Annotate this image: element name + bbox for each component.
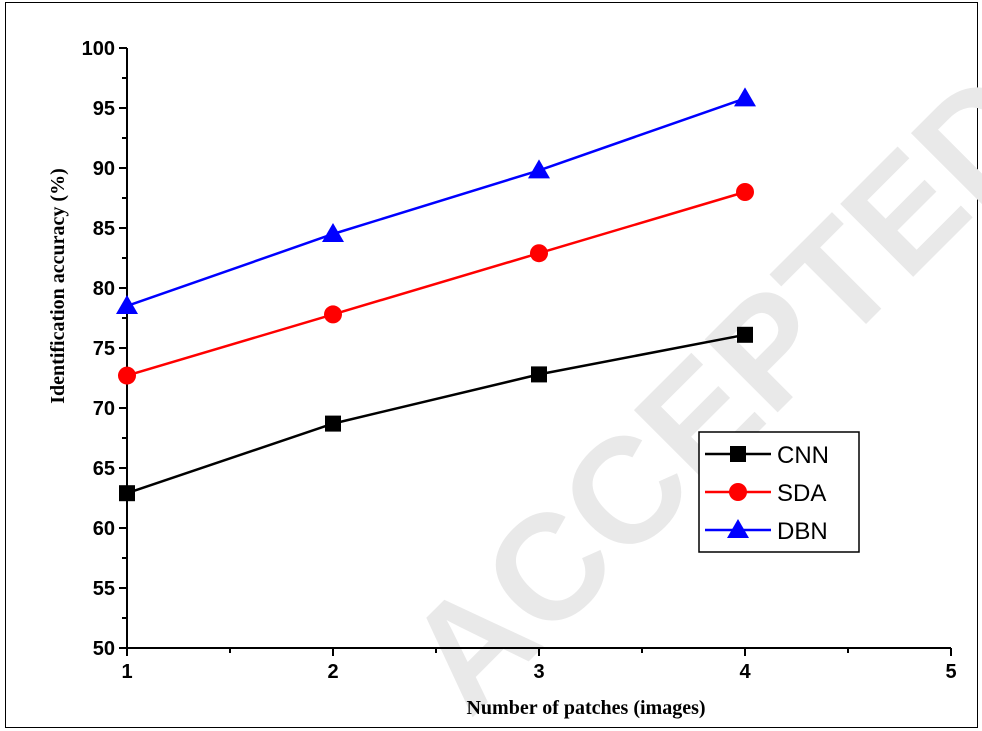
legend: CNN SDA DBN xyxy=(698,431,860,553)
x-axis-title: Number of patches (images) xyxy=(466,697,705,719)
x-tick-label: 1 xyxy=(121,661,132,683)
legend-marker-sda xyxy=(729,483,747,501)
axes: 50 55 60 65 70 75 80 85 90 95 100 1 2 3 4 5 xyxy=(82,38,957,683)
legend-label-cnn: CNN xyxy=(777,442,829,469)
data-point-sda xyxy=(324,305,342,324)
data-point-cnn xyxy=(737,326,753,343)
legend-marker-cnn xyxy=(730,446,746,462)
series-cnn xyxy=(119,326,753,502)
data-point-sda xyxy=(736,183,754,201)
data-point-cnn xyxy=(325,415,341,432)
y-tick-label: 60 xyxy=(93,518,115,540)
y-tick-label: 65 xyxy=(93,458,115,480)
series-sda xyxy=(118,183,754,385)
data-point-dbn xyxy=(528,159,550,179)
x-tick-label: 2 xyxy=(327,661,338,683)
data-point-cnn xyxy=(531,366,547,383)
series-line-dbn xyxy=(126,97,746,308)
y-tick-label: 80 xyxy=(93,278,115,300)
y-tick-label: 100 xyxy=(82,38,115,60)
series-layer xyxy=(116,87,756,502)
data-point-dbn xyxy=(734,87,756,107)
y-tick-label: 95 xyxy=(93,98,115,120)
series-line-sda xyxy=(126,190,746,377)
legend-marker-dbn xyxy=(727,519,749,538)
data-point-sda xyxy=(530,244,548,263)
series-dbn xyxy=(116,87,756,314)
y-axis-title: Identification accuracy (%) xyxy=(47,168,69,404)
data-point-dbn xyxy=(116,295,138,314)
y-tick-label: 70 xyxy=(93,398,115,420)
watermark-text: ACCEPTED MANUSCRIPT xyxy=(374,0,982,731)
data-point-sda xyxy=(118,366,136,385)
x-tick-label: 3 xyxy=(533,661,544,683)
y-tick-label: 55 xyxy=(93,578,115,600)
series-line-cnn xyxy=(126,333,746,495)
x-tick-label: 5 xyxy=(945,661,956,683)
data-point-cnn xyxy=(119,485,135,502)
legend-label-dbn: DBN xyxy=(777,518,828,545)
x-tick-label: 4 xyxy=(739,661,751,683)
data-point-dbn xyxy=(322,223,344,242)
y-tick-label: 50 xyxy=(93,638,115,660)
watermark-layer: ACCEPTED MANUSCRIPT xyxy=(374,0,982,731)
y-tick-label: 75 xyxy=(93,338,115,360)
legend-label-sda: SDA xyxy=(777,480,826,507)
y-tick-label: 85 xyxy=(93,218,115,240)
y-tick-label: 90 xyxy=(93,158,115,180)
figure-frame xyxy=(5,2,978,728)
